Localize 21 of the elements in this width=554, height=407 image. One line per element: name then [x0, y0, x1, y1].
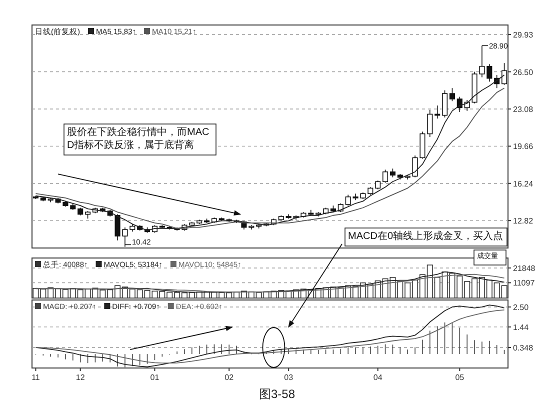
x-tick-label: 02: [224, 373, 234, 382]
x-tick-label: 01: [150, 373, 160, 382]
y-tick-label: 11097: [513, 278, 536, 288]
y-tick-label: 21848: [513, 264, 536, 273]
y-tick-label: 16.24: [513, 179, 534, 188]
x-tick-label: 05: [455, 373, 465, 382]
annotation: MACD在0轴线上形成金叉，买入点: [348, 230, 504, 242]
x-tick-label: 03: [284, 373, 294, 382]
annotation: 股价在下跌企稳行情中，而MACD指标不跌反涨，属于底背离: [67, 126, 210, 151]
y-tick-label: 23.08: [513, 104, 534, 114]
y-tick-label: 29.93: [513, 30, 534, 40]
y-tick-label: 1.44: [513, 322, 530, 332]
x-tick-label: 12: [76, 373, 86, 382]
y-tick-label: 19.66: [513, 142, 534, 152]
y-tick-label: 2.50: [513, 302, 530, 312]
x-tick-label: 11: [32, 373, 40, 382]
y-tick-label: 26.50: [513, 68, 534, 77]
caption: 图3-58: [258, 387, 296, 401]
y-tick-label: 0.348: [513, 344, 534, 353]
y-tick-label: 12.82: [513, 216, 534, 226]
x-tick-label: 04: [373, 373, 383, 382]
